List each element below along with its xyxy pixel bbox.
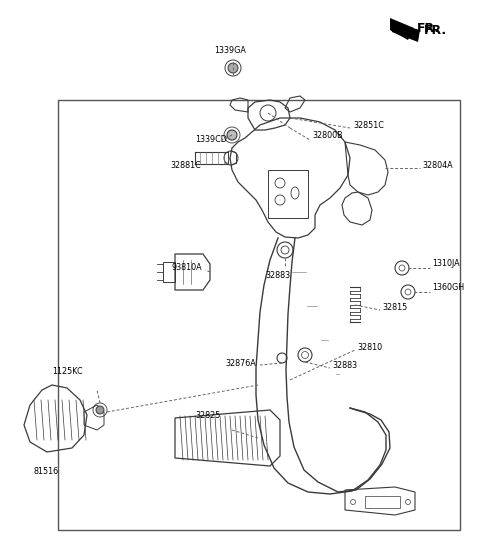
Text: 81516: 81516 (34, 467, 59, 477)
Text: 32883: 32883 (265, 270, 290, 280)
Text: 32883: 32883 (332, 361, 357, 371)
Text: 32881C: 32881C (170, 161, 201, 169)
Circle shape (96, 406, 104, 414)
Circle shape (227, 130, 237, 140)
Text: FR.: FR. (417, 22, 440, 35)
Text: 32810: 32810 (357, 344, 382, 353)
Text: 32825: 32825 (195, 411, 220, 419)
Polygon shape (390, 18, 414, 40)
Text: 1339CD: 1339CD (195, 135, 227, 144)
Text: 1360GH: 1360GH (432, 283, 464, 293)
Text: 32800B: 32800B (312, 130, 343, 140)
Text: 93810A: 93810A (172, 263, 203, 273)
Polygon shape (390, 22, 420, 42)
Text: 32815: 32815 (382, 304, 407, 313)
Text: 1339GA: 1339GA (214, 46, 246, 55)
Circle shape (228, 63, 238, 73)
Text: 32876A: 32876A (225, 359, 256, 367)
Text: FR.: FR. (424, 23, 447, 36)
Text: 32804A: 32804A (422, 162, 453, 170)
Text: 32851C: 32851C (353, 122, 384, 130)
Bar (58, 100, 460, 530)
Text: 1310JA: 1310JA (432, 260, 460, 268)
Text: 1125KC: 1125KC (52, 367, 83, 377)
